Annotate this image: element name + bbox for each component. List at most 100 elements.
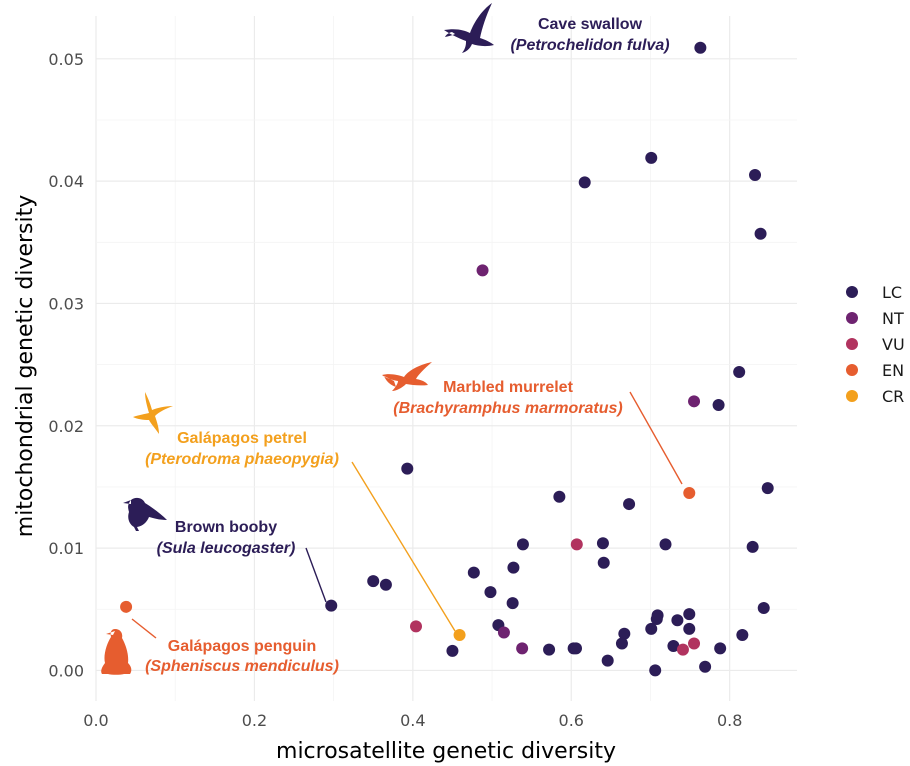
- x-axis-ticks: 0.0 0.2 0.4 0.6 0.8: [83, 711, 742, 730]
- data-point-en: [683, 487, 696, 500]
- annotation-cave-swallow: Cave swallow (Petrochelidon fulva): [510, 16, 669, 54]
- leader-brown-booby: [305, 547, 327, 603]
- annotation-cave-swallow-name: Cave swallow: [538, 16, 643, 33]
- annotation-galapagos-petrel-name: Galápagos petrel: [177, 430, 307, 447]
- annotation-marbled-murrelet-name: Marbled murrelet: [443, 379, 573, 396]
- y-tick-label: 0.05: [48, 50, 84, 69]
- data-point-lc: [671, 614, 684, 627]
- data-point-lc: [516, 538, 529, 551]
- data-point-lc: [578, 176, 591, 189]
- data-point-lc: [712, 398, 725, 411]
- leader-galapagos-petrel: [351, 461, 456, 632]
- data-point-lc: [484, 586, 497, 599]
- data-point-lc: [597, 556, 610, 569]
- data-point-lc: [601, 654, 614, 667]
- data-point-lc: [446, 644, 459, 657]
- annotation-cave-swallow-scientific: (Petrochelidon fulva): [510, 37, 669, 54]
- legend: LC NT VU EN CR: [846, 283, 905, 406]
- data-point-lc: [761, 482, 774, 495]
- y-axis-title: mitochondrial genetic diversity: [13, 195, 38, 537]
- data-point-lc: [649, 664, 662, 677]
- y-tick-label: 0.01: [48, 539, 84, 558]
- data-point-lc: [596, 537, 609, 550]
- data-point-nt: [688, 395, 701, 408]
- data-point-lc: [659, 538, 672, 551]
- annotation-brown-booby: Brown booby (Sula leucogaster): [157, 519, 296, 557]
- cave-swallow-icon: [444, 3, 494, 53]
- data-point-lc: [746, 540, 759, 553]
- data-point-nt: [497, 626, 510, 639]
- data-point-lc: [683, 622, 696, 635]
- data-point-lc: [623, 498, 636, 511]
- legend-key-cr: [846, 390, 858, 402]
- data-point-vu: [676, 643, 689, 656]
- y-tick-label: 0.03: [48, 294, 84, 313]
- data-points: [120, 41, 774, 677]
- data-point-vu: [688, 637, 701, 650]
- annotation-brown-booby-name: Brown booby: [175, 519, 277, 536]
- x-tick-label: 0.0: [83, 711, 108, 730]
- x-axis-title: microsatellite genetic diversity: [276, 739, 616, 764]
- legend-key-lc: [846, 286, 858, 298]
- data-point-nt: [516, 642, 529, 655]
- data-point-lc: [325, 599, 338, 612]
- data-point-lc: [543, 643, 556, 656]
- annotation-brown-booby-scientific: (Sula leucogaster): [157, 540, 296, 557]
- annotation-leaders: [131, 391, 683, 639]
- data-point-lc: [618, 627, 631, 640]
- data-point-lc: [379, 578, 392, 591]
- data-point-lc: [553, 490, 566, 503]
- leader-marbled-murrelet: [629, 391, 683, 485]
- data-point-lc: [506, 597, 519, 610]
- data-point-lc: [615, 637, 628, 650]
- y-tick-label: 0.04: [48, 172, 84, 191]
- y-tick-label: 0.00: [48, 661, 84, 680]
- y-tick-label: 0.02: [48, 417, 84, 436]
- data-point-vu: [570, 538, 583, 551]
- legend-label-cr: CR: [882, 387, 904, 406]
- x-tick-label: 0.2: [242, 711, 267, 730]
- data-point-lc: [645, 622, 658, 635]
- annotation-galapagos-penguin-scientific: (Spheniscus mendiculus): [145, 658, 339, 675]
- y-axis-ticks: 0.00 0.01 0.02 0.03 0.04 0.05: [48, 50, 84, 681]
- leader-galapagos-penguin: [131, 618, 157, 639]
- annotation-marbled-murrelet-scientific: (Brachyramphus marmoratus): [393, 400, 622, 417]
- data-point-lc: [736, 628, 749, 641]
- data-point-lc: [754, 227, 767, 240]
- brown-booby-icon: [123, 497, 167, 531]
- data-point-en: [120, 600, 133, 613]
- data-point-nt: [476, 264, 489, 277]
- x-tick-label: 0.8: [717, 711, 742, 730]
- legend-label-lc: LC: [882, 283, 902, 302]
- annotation-galapagos-petrel: Galápagos petrel (Pterodroma phaeopygia): [145, 430, 339, 468]
- annotation-galapagos-penguin-name: Galápagos penguin: [168, 638, 316, 655]
- data-point-lc: [683, 608, 696, 621]
- annotation-galapagos-penguin: Galápagos penguin (Spheniscus mendiculus…: [145, 638, 339, 675]
- x-tick-label: 0.4: [400, 711, 425, 730]
- marbled-murrelet-icon: [382, 362, 432, 391]
- legend-label-vu: VU: [882, 335, 905, 354]
- data-point-lc: [667, 639, 680, 652]
- data-point-lc: [694, 41, 707, 54]
- galapagos-petrel-icon: [133, 392, 173, 434]
- legend-label-en: EN: [882, 361, 904, 380]
- data-point-lc: [749, 169, 762, 182]
- data-point-lc: [367, 575, 380, 588]
- data-point-lc: [401, 462, 414, 475]
- legend-key-en: [846, 364, 858, 376]
- galapagos-penguin-icon: [101, 629, 132, 675]
- annotation-marbled-murrelet: Marbled murrelet (Brachyramphus marmorat…: [393, 379, 622, 417]
- x-tick-label: 0.6: [559, 711, 584, 730]
- data-point-lc: [570, 642, 583, 655]
- data-point-vu: [410, 620, 423, 633]
- data-point-lc: [699, 660, 712, 673]
- legend-label-nt: NT: [882, 309, 904, 328]
- data-point-lc: [650, 613, 663, 626]
- legend-key-vu: [846, 338, 858, 350]
- annotation-galapagos-petrel-scientific: (Pterodroma phaeopygia): [145, 451, 339, 468]
- data-point-lc: [714, 642, 727, 655]
- grid: [95, 16, 797, 701]
- legend-key-nt: [846, 312, 858, 324]
- data-point-lc: [757, 602, 770, 615]
